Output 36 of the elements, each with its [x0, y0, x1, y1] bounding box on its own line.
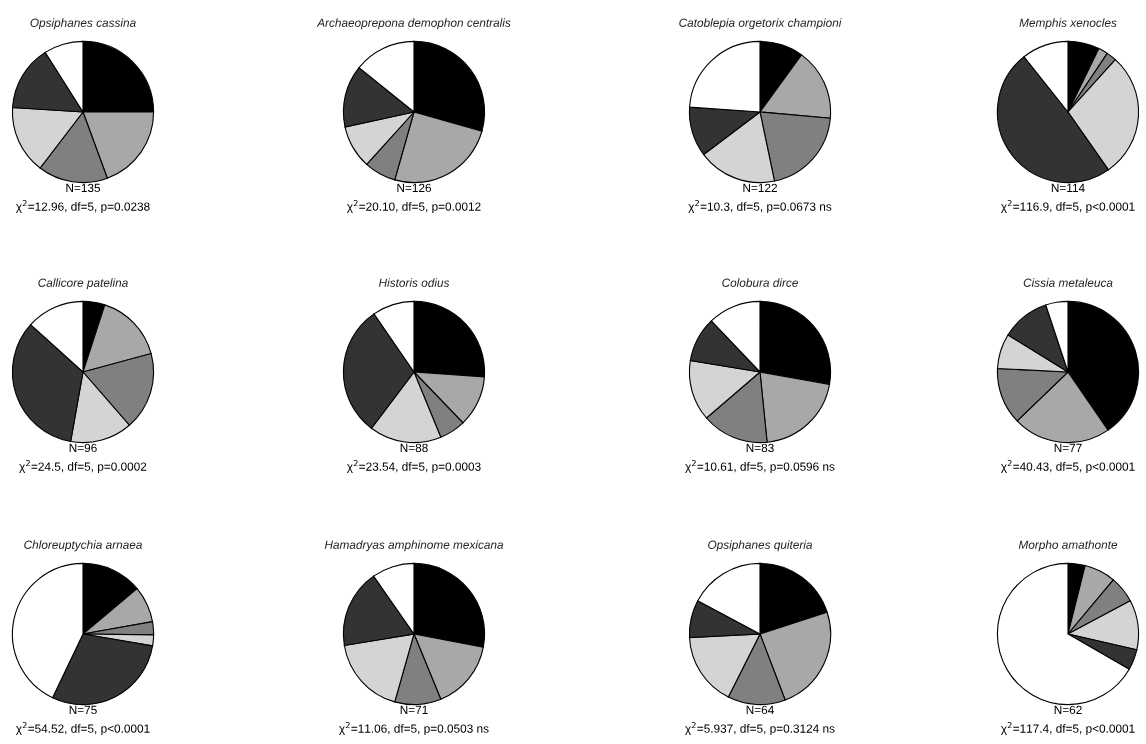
- text: χ$^{2}$=24.5, df=5, p=0.0002: [19, 459, 147, 474]
- text: χ$^{2}$=5.937, df=5, p=0.3124 ns: [685, 721, 835, 736]
- chart-title: Historis odius: [378, 278, 450, 287]
- text: N=135: [66, 183, 101, 193]
- chart-title: Colobura dirce: [722, 278, 798, 287]
- chart-title: Cissia metaleuca: [1023, 278, 1113, 287]
- text: N=64: [746, 705, 774, 715]
- chart-title: Morpho amathonte: [1018, 540, 1118, 552]
- text: χ$^{2}$=23.54, df=5, p=0.0003: [346, 459, 481, 474]
- text: χ$^{2}$=117.4, df=5, p<0.0001: [1000, 721, 1135, 736]
- chart-title: Hamadryas amphinome mexicana: [324, 540, 504, 552]
- chart-title: Archaeoprepona demophon centralis: [316, 18, 511, 30]
- text: N=83: [746, 443, 774, 453]
- text: χ$^{2}$=10.61, df=5, p=0.0596 ns: [685, 459, 835, 474]
- text: N=75: [69, 705, 97, 715]
- chart-title: Catoblepia orgetorix championi: [679, 18, 842, 30]
- text: χ$^{2}$=20.10, df=5, p=0.0012: [346, 199, 481, 214]
- text: N=126: [397, 183, 432, 193]
- text: N=122: [743, 183, 777, 192]
- text: χ$^{2}$=11.06, df=5, p=0.0503 ns: [339, 721, 489, 736]
- chart-title: Memphis xenocles: [1019, 18, 1117, 30]
- chart-title: Opsiphanes quiteria: [708, 540, 813, 552]
- text: χ$^{2}$=40.43, df=5, p<0.0001: [1000, 459, 1135, 474]
- text: N=96: [69, 443, 97, 453]
- text: χ$^{2}$=54.52, df=5, p<0.0001: [15, 721, 150, 736]
- text: χ$^{2}$=12.96, df=5, p=0.0238: [15, 199, 150, 214]
- chart-title: Callicore patelina: [38, 278, 128, 290]
- text: N=77: [1054, 443, 1082, 452]
- text: N=62: [1054, 705, 1082, 715]
- text: N=71: [400, 705, 428, 714]
- chart-title: Chloreuptychia arnaea: [24, 540, 142, 552]
- text: N=88: [400, 443, 428, 453]
- text: χ$^{2}$=10.3, df=5, p=0.0673 ns: [688, 199, 832, 214]
- text: N=114: [1051, 183, 1085, 192]
- chart-title: Opsiphanes cassina: [30, 18, 136, 30]
- text: χ$^{2}$=116.9, df=5, p<0.0001: [1000, 199, 1135, 214]
